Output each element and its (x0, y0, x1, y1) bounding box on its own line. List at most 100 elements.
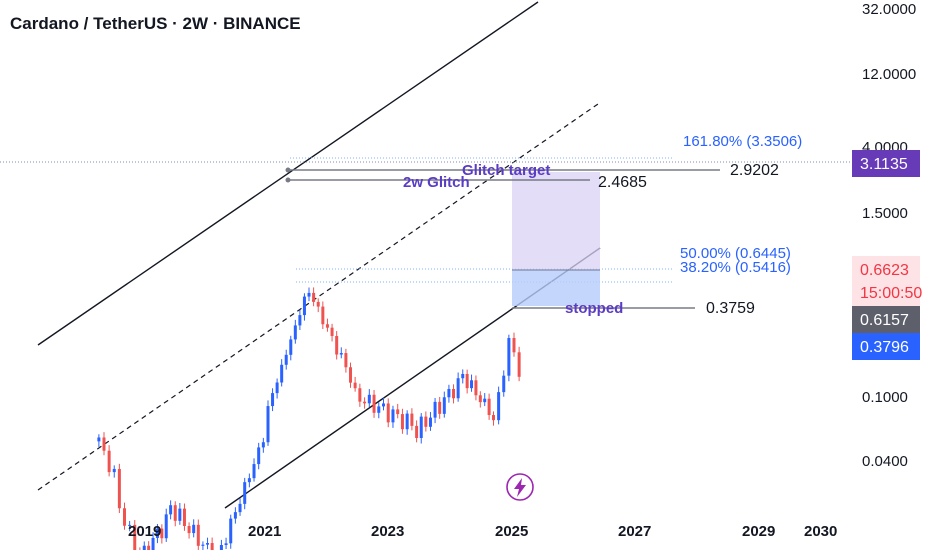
glitch-anchor-dot (285, 177, 291, 183)
glitch-target-label: Glitch target (462, 162, 550, 179)
low-price-text: 0.3796 (860, 339, 909, 356)
y-tick-0-04: 0.0400 (862, 453, 908, 470)
candle-body (442, 397, 446, 414)
candle-body (405, 413, 409, 430)
candle-body (289, 339, 293, 355)
candle-body (438, 401, 442, 414)
target-anchor-dot (285, 167, 291, 173)
candle-body (415, 425, 419, 438)
candle-body (192, 524, 196, 534)
x-tick-2021: 2021 (248, 523, 281, 540)
stop-price-text: 0.6157 (860, 312, 909, 329)
candle-body (447, 388, 451, 398)
candle-body (358, 388, 362, 402)
candle-body (219, 545, 223, 550)
candle-body (456, 378, 460, 399)
candle-body (155, 528, 159, 538)
current-price-badge (852, 256, 920, 306)
target-zone[interactable] (512, 172, 600, 270)
candle-body (252, 464, 256, 479)
candle-body (474, 380, 478, 396)
candle-body (396, 409, 400, 415)
y-tick-0-1: 0.1000 (862, 389, 908, 406)
candle-body (284, 354, 288, 365)
x-tick-2023: 2023 (371, 523, 404, 540)
candle-body (452, 388, 456, 399)
y-tick-1-5: 1.5000 (862, 205, 908, 222)
candle-body (210, 543, 214, 550)
candle-body (410, 413, 414, 426)
candle-body (133, 524, 137, 550)
candle-body (187, 526, 191, 534)
candle-body (363, 401, 367, 404)
candle-body (433, 401, 437, 418)
candle-body (261, 442, 265, 448)
x-tick-2025: 2025 (495, 523, 528, 540)
candle-body (344, 353, 348, 368)
candle-body (117, 468, 121, 509)
candle-body (377, 406, 381, 413)
candle-body (507, 338, 511, 376)
candle-body (512, 338, 516, 353)
glitch-2w-label: 2w Glitch (403, 174, 470, 191)
candle-body (293, 325, 297, 340)
candle-body (298, 315, 302, 326)
candle-body (271, 393, 275, 407)
x-tick-2027: 2027 (618, 523, 651, 540)
candle-body (257, 447, 261, 465)
candle-body (247, 478, 251, 483)
candle-body (470, 380, 474, 389)
candle-body (478, 395, 482, 403)
candle-body (349, 367, 353, 383)
candle-body (238, 503, 242, 513)
candle-body (492, 415, 495, 421)
lightning-icon[interactable] (506, 473, 534, 501)
candle-body (483, 398, 487, 403)
candle-body (367, 394, 371, 404)
stop-zone[interactable] (512, 270, 600, 306)
candle-body (325, 324, 329, 328)
candles-group (97, 287, 521, 550)
candle-body (107, 450, 111, 473)
candle-body (335, 335, 339, 355)
y-tick-12: 12.0000 (862, 66, 916, 83)
candle-body (307, 292, 311, 297)
candle-body (112, 468, 116, 473)
candle-body (229, 518, 233, 544)
candle-body (275, 382, 279, 394)
candle-body (201, 544, 205, 546)
candle-body (487, 398, 491, 416)
candle-body (97, 437, 101, 442)
stop-price-badge (852, 306, 920, 333)
candle-body (502, 375, 506, 393)
candle-body (339, 353, 343, 355)
candle-body (147, 545, 151, 550)
y-tick-32: 32.0000 (862, 1, 916, 18)
chart-title: Cardano / TetherUS · 2W · BINANCE (10, 14, 301, 33)
fib-50-label: 50.00% (0.6445) (680, 245, 791, 262)
value-29202-label: 2.9202 (730, 162, 779, 179)
current-price-text: 0.6623 (860, 262, 909, 279)
value-24685-label: 2.4685 (598, 174, 647, 191)
candle-body (517, 352, 521, 377)
candle-body (465, 373, 469, 389)
low-price-badge (852, 333, 920, 360)
candle-body (312, 292, 316, 302)
candle-body (419, 416, 423, 438)
candle-body (123, 508, 126, 526)
candle-body (316, 301, 320, 307)
candle-body (382, 403, 386, 407)
candle-body (353, 382, 357, 389)
candle-body (128, 524, 132, 526)
candle-body (206, 543, 210, 545)
channel-upper-line[interactable] (37, 1, 539, 346)
candle-body (461, 373, 465, 379)
candle-body (400, 414, 404, 430)
candle-body (391, 409, 395, 423)
candle-body (266, 406, 270, 443)
candle-body (243, 482, 247, 504)
last-high-badge (852, 150, 920, 177)
candle-body (196, 524, 200, 546)
candle-body (302, 296, 306, 316)
